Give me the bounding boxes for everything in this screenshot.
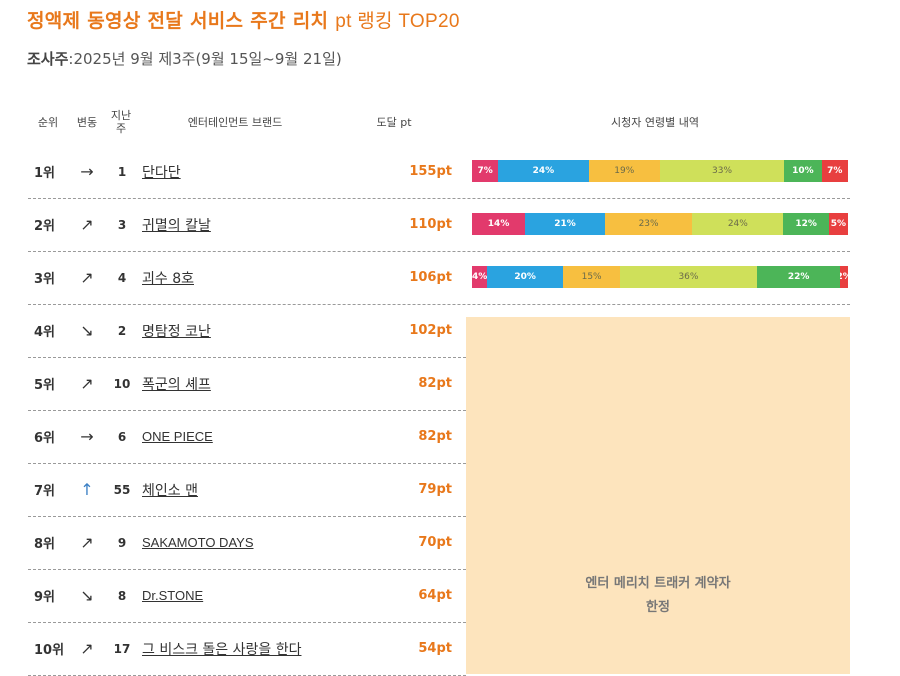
rank-cell: 6위 <box>34 431 56 446</box>
rank-cell: 3위 <box>34 272 56 287</box>
trend-down-icon: ↘ <box>80 321 94 340</box>
reach-pt-cell: 54pt <box>418 641 452 656</box>
last-week-cell: 3 <box>117 217 127 232</box>
table-row: 9위 ↘ 8 Dr.STONE 64pt <box>28 569 466 623</box>
rank-cell: 7위 <box>34 484 56 499</box>
brand-link[interactable]: 그 비스크 돌은 사랑을 한다 <box>142 641 302 658</box>
reach-pt-cell: 79pt <box>418 482 452 497</box>
age-segment: 24% <box>498 160 589 182</box>
table-row: 8위 ↗ 9 SAKAMOTO DAYS 70pt <box>28 516 466 570</box>
trend-up-icon: ↗ <box>80 268 94 287</box>
header-reach-pt: 도달 pt <box>376 115 412 129</box>
reach-pt-cell: 106pt <box>409 270 452 285</box>
page-title-suffix: pt 랭킹 TOP20 <box>335 11 460 32</box>
last-week-cell: 55 <box>113 482 131 497</box>
table-row: 6위 → 6 ONE PIECE 82pt <box>28 410 466 464</box>
rank-cell: 2위 <box>34 219 56 234</box>
trend-flat-icon: → <box>80 427 94 446</box>
age-segment: 21% <box>525 213 605 235</box>
reach-pt-cell: 82pt <box>418 429 452 444</box>
brand-link[interactable]: Dr.STONE <box>142 588 204 603</box>
age-segment: 7% <box>821 160 848 182</box>
age-segment: 7% <box>472 160 499 182</box>
locked-panel: 엔터 메리치 트래커 계약자 한정 <box>466 317 850 674</box>
header-brand: 엔터테인먼트 브랜드 <box>187 115 283 129</box>
brand-link[interactable]: 폭군의 셰프 <box>142 376 211 393</box>
trend-flat-icon: → <box>80 162 94 181</box>
age-segment: 22% <box>756 266 841 288</box>
age-segment: 10% <box>784 160 822 182</box>
last-week-cell: 1 <box>117 164 127 179</box>
age-segment: 23% <box>604 213 693 235</box>
reach-pt-cell: 64pt <box>418 588 452 603</box>
age-segment: 24% <box>692 213 784 235</box>
survey-label: 조사주 <box>27 50 69 68</box>
trend-up-icon: ↗ <box>80 639 94 658</box>
rank-cell: 4위 <box>34 325 56 340</box>
reach-pt-cell: 82pt <box>418 376 452 391</box>
page-title: 정액제 동영상 전달 서비스 주간 리치 pt 랭킹 TOP20 <box>27 6 460 33</box>
age-segment: 20% <box>487 266 564 288</box>
last-week-cell: 8 <box>117 588 127 603</box>
age-segment: 33% <box>659 160 785 182</box>
locked-message: 엔터 메리치 트래커 계약자 한정 <box>585 572 730 620</box>
rank-cell: 10위 <box>34 643 65 658</box>
rank-cell: 1위 <box>34 166 56 181</box>
age-segment: 36% <box>620 266 757 288</box>
trend-up-icon: ↗ <box>80 533 94 552</box>
brand-link[interactable]: SAKAMOTO DAYS <box>142 535 254 550</box>
last-week-cell: 10 <box>113 376 131 391</box>
survey-value: :2025년 9월 제3주(9월 15일~9월 21일) <box>68 50 342 68</box>
last-week-cell: 2 <box>117 323 127 338</box>
age-breakdown-bar: 4%20%15%36%22%2% <box>472 266 848 288</box>
header-last-week: 지난 주 <box>110 109 132 135</box>
table-row: 10위 ↗ 17 그 비스크 돌은 사랑을 한다 54pt <box>28 622 466 676</box>
last-week-cell: 6 <box>117 429 127 444</box>
trend-up-icon: ↗ <box>80 215 94 234</box>
trend-down-icon: ↘ <box>80 586 94 605</box>
header-age-breakdown: 시청자 연령별 내역 <box>611 115 699 129</box>
reach-pt-cell: 70pt <box>418 535 452 550</box>
rank-cell: 5위 <box>34 378 56 393</box>
age-segment: 15% <box>563 266 621 288</box>
table-row: 4위 ↘ 2 명탐정 코난 102pt <box>28 304 466 358</box>
header-rank: 순위 <box>37 115 59 129</box>
brand-link[interactable]: 체인소 맨 <box>142 482 198 499</box>
rank-cell: 8위 <box>34 537 56 552</box>
brand-link[interactable]: 귀멸의 칼날 <box>142 217 211 234</box>
trend-up-icon: ↗ <box>80 374 94 393</box>
table-row: 3위 ↗ 4 괴수 8호 106pt 4%20%15%36%22%2% <box>28 251 850 305</box>
age-segment: 4% <box>472 266 488 288</box>
last-week-cell: 9 <box>117 535 127 550</box>
locked-message-line: 한정 <box>646 599 670 615</box>
last-week-cell: 17 <box>113 641 131 656</box>
locked-message-line: 엔터 메리치 트래커 계약자 <box>585 575 731 591</box>
rank-cell: 9위 <box>34 590 56 605</box>
age-breakdown-bar: 7% 24% 19% 33% 10% 7% <box>472 160 848 182</box>
survey-period: 조사주:2025년 9월 제3주(9월 15일~9월 21일) <box>27 48 342 69</box>
table-row: 2위 ↗ 3 귀멸의 칼날 110pt 14% 21% 23% 24% 12% 5% <box>28 198 850 252</box>
header-change: 변동 <box>76 115 98 129</box>
age-segment: 12% <box>783 213 829 235</box>
table-row: 1위 → 1 단다단 155pt 7% 24% 19% 33% 10% 7% <box>28 145 850 199</box>
age-segment: 5% <box>828 213 848 235</box>
reach-pt-cell: 110pt <box>409 217 452 232</box>
trend-up-strong-icon: ↑ <box>80 480 94 499</box>
last-week-cell: 4 <box>117 270 127 285</box>
page-title-main: 정액제 동영상 전달 서비스 주간 리치 <box>27 10 329 32</box>
table-row: 7위 ↑ 55 체인소 맨 79pt <box>28 463 466 517</box>
age-segment: 2% <box>840 266 848 288</box>
age-breakdown-bar: 14% 21% 23% 24% 12% 5% <box>472 213 848 235</box>
brand-link[interactable]: 명탐정 코난 <box>142 323 211 340</box>
age-segment: 19% <box>588 160 660 182</box>
age-segment: 14% <box>472 213 526 235</box>
reach-pt-cell: 102pt <box>409 323 452 338</box>
reach-pt-cell: 155pt <box>409 164 452 179</box>
brand-link[interactable]: 단다단 <box>142 164 181 181</box>
brand-link[interactable]: 괴수 8호 <box>142 270 194 287</box>
table-row: 5위 ↗ 10 폭군의 셰프 82pt <box>28 357 466 411</box>
brand-link[interactable]: ONE PIECE <box>142 429 213 444</box>
